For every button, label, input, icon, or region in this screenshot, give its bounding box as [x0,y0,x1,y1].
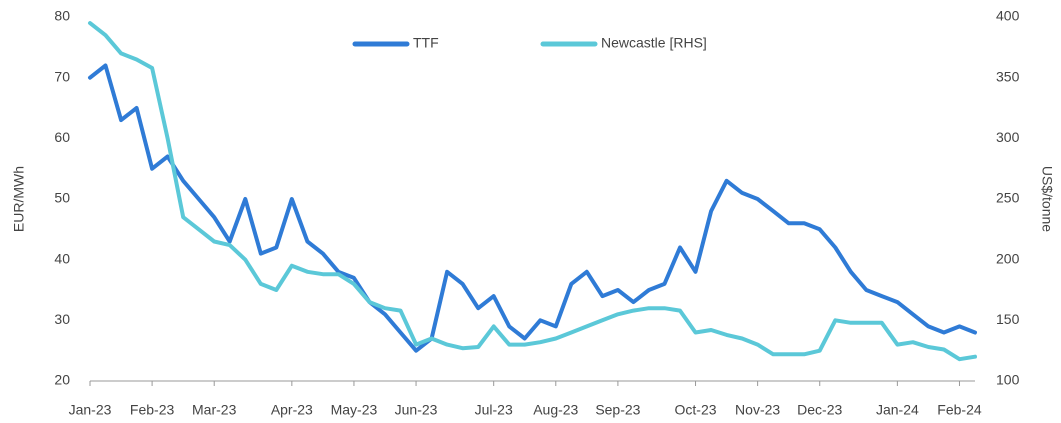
y2-axis-label: US$/tonne [1039,166,1055,232]
y-tick-label: 30 [54,311,70,327]
legend-label: Newcastle [RHS] [601,35,707,51]
x-tick-label: Apr-23 [271,402,313,418]
y2-tick-label: 100 [996,372,1020,388]
x-tick-label: May-23 [331,402,378,418]
y-tick-label: 60 [54,129,70,145]
y-tick-label: 70 [54,68,70,84]
x-tick-label: Mar-23 [192,402,237,418]
legend-label: TTF [413,35,439,51]
x-tick-label: Aug-23 [533,402,578,418]
y-tick-label: 20 [54,372,70,388]
y2-tick-label: 300 [996,129,1020,145]
y2-tick-label: 250 [996,190,1020,206]
y2-tick-label: 150 [996,311,1020,327]
y-tick-label: 40 [54,250,70,266]
y2-tick-label: 350 [996,68,1020,84]
x-tick-label: Jul-23 [475,402,513,418]
x-tick-label: Oct-23 [675,402,717,418]
y-tick-label: 50 [54,190,70,206]
x-tick-label: Dec-23 [797,402,842,418]
x-tick-label: Nov-23 [735,402,780,418]
y-tick-label: 80 [54,8,70,24]
x-tick-label: Feb-23 [130,402,175,418]
x-tick-label: Feb-24 [937,402,982,418]
series-line [88,21,977,362]
series-line [88,63,977,353]
x-tick-label: Sep-23 [595,402,640,418]
x-tick-label: Jan-23 [69,402,112,418]
x-tick-label: Jun-23 [395,402,438,418]
y2-tick-label: 200 [996,250,1020,266]
y-axis-label: EUR/MWh [11,166,27,232]
y2-tick-label: 400 [996,8,1020,24]
x-tick-label: Jan-24 [876,402,919,418]
